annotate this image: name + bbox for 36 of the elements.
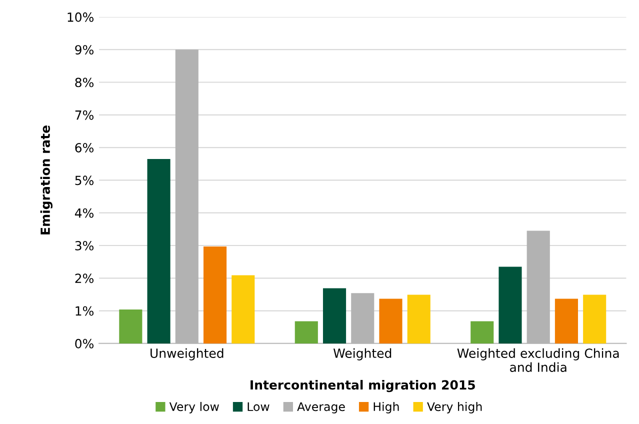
bar [351,293,374,344]
legend-label: High [374,402,399,414]
x-tick-label: Weighted [333,348,392,360]
bar [147,158,170,344]
y-tick-label: 8% [75,78,94,88]
bar [470,321,494,344]
bar [379,298,402,344]
x-tick-label: Unweighted [150,348,224,360]
legend-label: Very low [169,402,219,414]
bar [175,50,198,344]
y-tick-label: 0% [75,338,94,348]
bar [232,275,255,344]
x-axis-title: Intercontinental migration 2015 [250,380,475,392]
bar [526,230,550,344]
legend-label: Average [297,402,345,414]
y-tick-label: 6% [75,143,94,152]
bar [294,321,318,344]
y-tick-label: 2% [75,274,94,284]
bar [322,288,346,344]
bar [203,246,227,344]
y-axis-title: Emigration rate [40,126,53,234]
bar [554,298,578,344]
y-tick-label: 10% [68,12,94,22]
bar [498,266,522,344]
legend-label: Very high [427,402,482,414]
bar [119,309,142,344]
y-tick-label: 7% [75,110,94,120]
x-tick-label: Weighted excluding China and India [457,348,619,372]
y-tick-label: 1% [76,306,94,316]
y-tick-label: 3% [75,240,94,250]
y-tick-label: 9% [75,45,94,55]
legend-label: Low [248,402,270,412]
y-tick-label: 4% [74,208,94,218]
bar [407,294,430,344]
y-tick-label: 5% [75,176,94,186]
bar [583,294,606,344]
